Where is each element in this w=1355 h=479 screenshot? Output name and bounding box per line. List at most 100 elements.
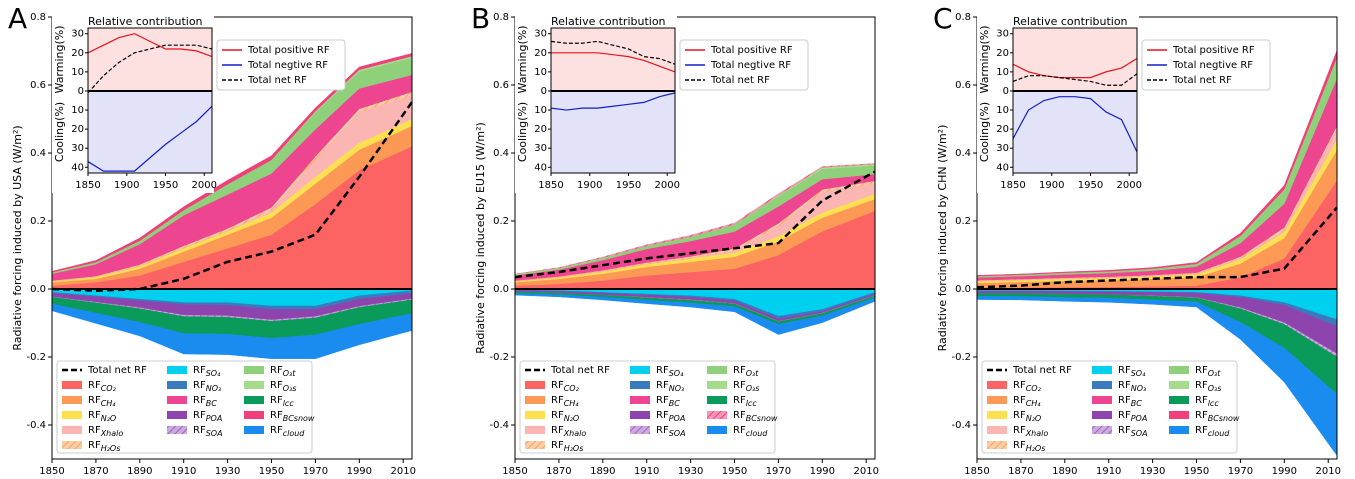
inset-y-tick-label: 20 (996, 48, 1009, 59)
inset-legend-box (216, 39, 346, 91)
inset-legend-label: Total negtive RF (1172, 60, 1253, 71)
legend-name: RF (733, 365, 746, 376)
legend-subscript: cloud (283, 429, 306, 438)
legend-label: RFO₃s (270, 380, 296, 393)
x-tick-label: 1990 (1272, 466, 1297, 477)
legend-name: RF (656, 380, 669, 391)
legend-swatch (1092, 396, 1112, 404)
inset-y-tick-label: 40 (534, 162, 547, 173)
legend-swatch (1092, 381, 1112, 389)
legend-subscript: SO₄ (206, 369, 221, 378)
cooling-bg (551, 90, 675, 173)
legend-name: RF (1013, 440, 1026, 451)
legend-subscript: NO₃ (1131, 384, 1147, 393)
y-tick-label: 0.4 (30, 148, 46, 159)
legend-label: RFcloud (733, 425, 768, 438)
x-tick-label: 1910 (1096, 466, 1121, 477)
legend-name: RF (88, 380, 101, 391)
legend-label: RFPOA (193, 410, 222, 423)
legend-label: RFCO₂ (551, 380, 580, 393)
legend-subscript: BC (669, 399, 680, 408)
legend-subscript: NO₃ (206, 384, 222, 393)
legend-subscript: POA (669, 414, 686, 423)
inset-legend-label: Total net RF (1172, 75, 1232, 86)
y-tick-label: 0.6 (955, 80, 971, 91)
legend-label: RFBCsnow (1195, 410, 1240, 423)
legend-name: RF (270, 410, 283, 421)
legend-name: RF (551, 440, 564, 451)
legend-subscript: H₂Os (101, 444, 121, 453)
legend-subscript: CO₂ (1026, 384, 1042, 393)
panel-letter: C (933, 2, 953, 35)
legend-name: RF (656, 395, 669, 406)
x-tick-label: 1990 (810, 466, 835, 477)
legend-swatch (630, 411, 650, 419)
x-tick-label: 1850 (502, 466, 527, 477)
legend-subscript: N₂O (101, 414, 117, 423)
y-tick-label: 0.6 (493, 80, 509, 91)
legend-swatch (244, 396, 264, 404)
x-tick-label: 1870 (1008, 466, 1033, 477)
x-tick-label: 1890 (590, 466, 615, 477)
x-tick-label: 1950 (722, 466, 747, 477)
y-tick-label: 0.8 (493, 12, 509, 23)
y-tick-label: 0.2 (30, 216, 46, 227)
warming-bg (551, 28, 675, 91)
inset-y-tick-label: 10 (71, 105, 84, 116)
legend-label: RFBCsnow (270, 410, 315, 423)
legend-subscript: Xhalo (563, 429, 587, 438)
inset-ylabel-top: Warming(%) (978, 25, 991, 93)
legend-subscript: O₃t (283, 369, 297, 378)
y-tick-label: -0.4 (489, 420, 509, 431)
inset-y-tick-label: 40 (996, 162, 1009, 173)
legend-label: RFN₂O (1013, 410, 1041, 423)
legend-subscript: SOA (669, 429, 686, 438)
legend-label: Total net RF (87, 365, 147, 376)
legend-label: RFBC (1118, 395, 1142, 408)
legend-name: RF (193, 380, 206, 391)
y-axis-label: Radiative forcing induced by CHN (W/m²) (936, 125, 949, 352)
y-tick-label: 0.4 (493, 148, 509, 159)
inset-y-tick-label: 10 (996, 67, 1009, 78)
legend-name: RF (270, 365, 283, 376)
x-tick-label: 1930 (1140, 466, 1165, 477)
legend-label: Total net RF (1012, 365, 1072, 376)
stacked-area (52, 296, 412, 322)
legend-subscript: O₃s (746, 384, 760, 393)
legend-subscript: CH₄ (1026, 399, 1042, 408)
inset-title: Relative contribution (88, 15, 203, 28)
legend-label: RFSOA (1118, 425, 1148, 438)
legend-label: RFNO₃ (656, 380, 684, 393)
inset-frame (550, 27, 676, 174)
legend-subscript: SOA (1131, 429, 1148, 438)
legend-swatch (167, 396, 187, 404)
inset-legend-label: Total net RF (710, 75, 770, 86)
legend-swatch (244, 426, 264, 434)
inset-x-tick-label: 1850 (1000, 180, 1025, 191)
legend-swatch (62, 381, 82, 389)
y-tick-label: 0.0 (955, 284, 971, 295)
legend-label: Total net RF (550, 365, 610, 376)
legend-subscript: O₃t (746, 369, 760, 378)
legend-subscript: BC (206, 399, 217, 408)
inset-y-tick-label: 0 (541, 86, 547, 97)
legend-subscript: SO₄ (1131, 369, 1146, 378)
legend-name: RF (1013, 410, 1026, 421)
warming-bg (1013, 28, 1137, 91)
legend-label: RFO₃s (733, 380, 759, 393)
net-line (514, 170, 876, 279)
legend-swatch (244, 366, 264, 374)
legend-name: RF (88, 395, 101, 406)
inset-ylabel-top: Warming(%) (53, 25, 66, 93)
legend-subscript: CH₄ (101, 399, 117, 408)
legend-name: RF (1013, 380, 1026, 391)
legend-label: RFCH₄ (88, 395, 116, 408)
y-axis-label: Radiative forcing induced by USA (W/m²) (11, 125, 24, 350)
inset-y-tick-label: 30 (71, 143, 84, 154)
inset-title: Relative contribution (1013, 15, 1128, 28)
legend-subscript: CO₂ (564, 384, 580, 393)
legend-subscript: O₃s (1208, 384, 1222, 393)
inset-y-tick-label: 20 (534, 48, 547, 59)
legend-label: RFH₂Os (551, 440, 583, 453)
